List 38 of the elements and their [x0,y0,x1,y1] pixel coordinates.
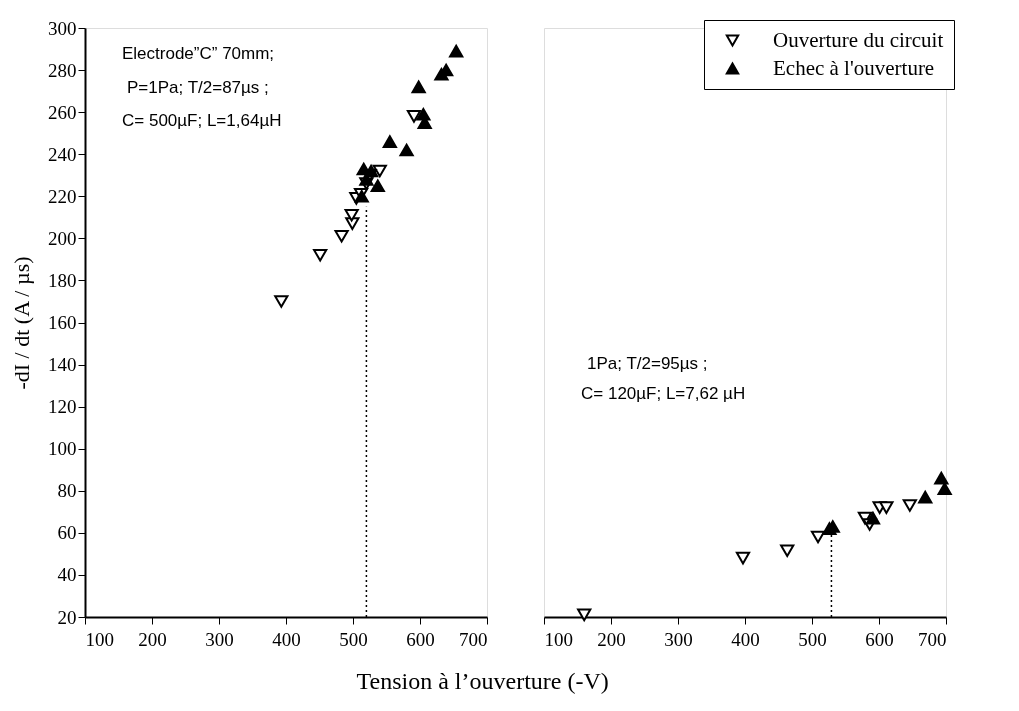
x-tick-label: 400 [731,628,760,650]
y-axis-title: -dI / dt (A / µs) [9,256,34,390]
y-tick-label: 20 [57,606,77,628]
y-tick-label: 60 [57,522,77,544]
annotation: C= 120µF; L=7,62 µH [581,384,746,403]
x-tick-label: 700 [459,628,488,650]
x-tick-label: 700 [918,628,947,650]
x-tick-label: 300 [205,628,234,650]
annotation: P=1Pa; T/2=87µs ; [127,78,269,97]
x-tick-label: 600 [406,628,435,650]
x-tick-label: 100 [544,628,573,650]
x-axis-title: Tension à l’ouverture (-V) [356,667,609,694]
y-tick-label: 280 [48,59,77,81]
annotation: C= 500µF; L=1,64µH [122,111,282,130]
y-tick-label: 200 [48,227,77,249]
x-tick-label: 500 [798,628,827,650]
y-tick-label: 240 [48,143,77,165]
annotation: 1Pa; T/2=95µs ; [587,354,708,373]
y-tick-label: 160 [48,312,77,333]
x-tick-label: 200 [138,628,167,650]
y-tick-label: 140 [48,354,77,376]
y-tick-label: 100 [48,438,77,460]
y-tick-label: 260 [48,101,77,123]
y-tick-label: 40 [57,564,77,586]
y-tick-label: 300 [48,17,77,39]
legend-label: Echec à l'ouverture [773,55,935,80]
x-tick-label: 100 [85,628,114,650]
y-tick-label: 180 [48,269,77,291]
annotation: Electrode”C” 70mm; [122,44,275,63]
y-tick-label: 120 [48,396,77,418]
y-tick-label: 220 [48,185,77,207]
x-tick-label: 500 [339,628,368,650]
legend-label: Ouverture du circuit [773,27,944,52]
y-tick-label: 80 [57,480,77,502]
x-tick-label: 600 [865,628,894,650]
x-tick-label: 300 [664,628,693,650]
x-tick-label: 200 [597,628,626,650]
x-tick-label: 400 [272,628,301,650]
